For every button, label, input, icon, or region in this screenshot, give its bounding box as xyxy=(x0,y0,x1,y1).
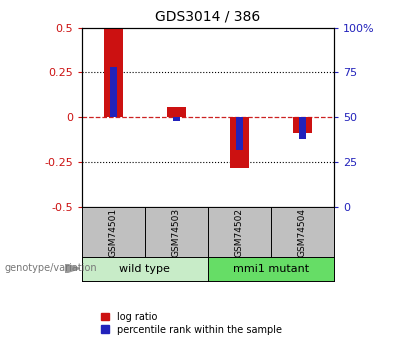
Polygon shape xyxy=(65,264,80,273)
Text: GSM74501: GSM74501 xyxy=(109,207,118,257)
Bar xyxy=(293,117,312,134)
Bar xyxy=(236,117,243,150)
Title: GDS3014 / 386: GDS3014 / 386 xyxy=(155,10,260,24)
Bar xyxy=(173,117,180,121)
Legend: log ratio, percentile rank within the sample: log ratio, percentile rank within the sa… xyxy=(97,308,286,338)
Text: mmi1 mutant: mmi1 mutant xyxy=(233,264,309,274)
Text: GSM74502: GSM74502 xyxy=(235,207,244,257)
Bar xyxy=(299,117,306,139)
Text: genotype/variation: genotype/variation xyxy=(4,264,97,273)
Bar xyxy=(230,117,249,168)
Bar xyxy=(167,107,186,117)
Text: wild type: wild type xyxy=(119,264,171,274)
Bar xyxy=(110,67,117,117)
Text: GSM74503: GSM74503 xyxy=(172,207,181,257)
Bar xyxy=(104,28,123,117)
Text: GSM74504: GSM74504 xyxy=(298,207,307,257)
